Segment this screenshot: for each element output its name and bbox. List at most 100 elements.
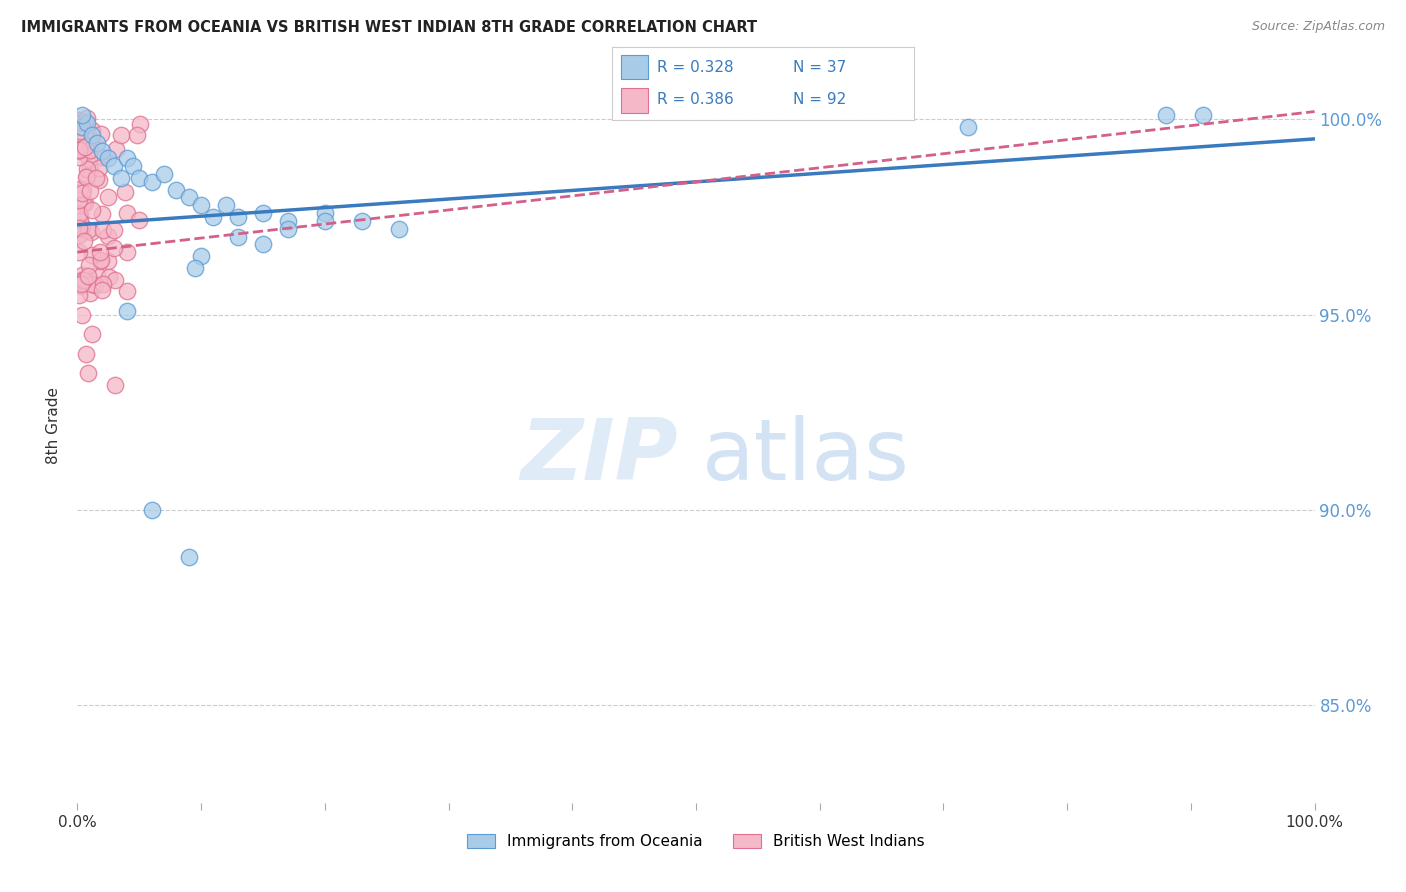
Point [70, 277, 93, 291]
Point [69, 144, 91, 158]
Point [128, 213, 150, 227]
Point [79, 184, 101, 198]
Point [69, 145, 91, 159]
Point [114, 186, 136, 200]
Point [72, 308, 94, 322]
Point [97, 228, 120, 243]
Point [75, 347, 97, 361]
Point [75, 196, 97, 211]
Point [277, 221, 299, 235]
Point [70, 273, 93, 287]
Point [69, 214, 91, 228]
Point [128, 170, 150, 185]
Point [77, 366, 100, 380]
Point [79, 161, 101, 176]
Point [190, 198, 212, 212]
Text: IMMIGRANTS FROM OCEANIA VS BRITISH WEST INDIAN 8TH GRADE CORRELATION CHART: IMMIGRANTS FROM OCEANIA VS BRITISH WEST … [21, 20, 758, 35]
Point [115, 205, 138, 219]
Point [122, 159, 145, 173]
Point [73, 273, 96, 287]
Point [115, 152, 138, 166]
Point [82, 203, 104, 218]
Point [91, 283, 114, 297]
Point [103, 159, 125, 173]
Point [67, 150, 90, 164]
Point [76, 116, 98, 130]
Point [70, 114, 93, 128]
Point [252, 237, 274, 252]
Point [82, 248, 104, 262]
Point [91, 150, 114, 164]
Point [82, 128, 104, 142]
Point [129, 117, 152, 131]
Point [76, 111, 98, 125]
Point [177, 549, 200, 564]
Point [72, 108, 94, 122]
Point [97, 254, 120, 268]
Point [1192, 108, 1215, 122]
Point [79, 143, 101, 157]
Point [80, 327, 103, 342]
Point [125, 128, 148, 142]
Point [190, 249, 212, 263]
Point [115, 303, 138, 318]
Point [67, 142, 90, 156]
Point [84, 170, 107, 185]
Point [86, 268, 108, 282]
Point [115, 245, 138, 260]
Point [165, 183, 187, 197]
Point [72, 234, 94, 248]
Point [314, 214, 336, 228]
Text: R = 0.328: R = 0.328 [657, 60, 734, 75]
Point [388, 221, 411, 235]
Point [314, 206, 336, 220]
Point [70, 136, 93, 150]
Text: ZIP: ZIP [520, 415, 678, 498]
Point [76, 162, 98, 177]
Point [69, 182, 91, 196]
Point [77, 152, 100, 166]
Point [97, 152, 120, 166]
Point [72, 186, 94, 200]
Point [67, 194, 90, 208]
Point [72, 195, 94, 210]
Point [67, 228, 90, 243]
Point [97, 190, 120, 204]
Point [72, 120, 94, 135]
Point [72, 183, 94, 197]
Bar [620, 88, 648, 113]
Point [82, 277, 104, 292]
Point [76, 169, 98, 184]
Point [77, 268, 100, 283]
Point [89, 244, 111, 259]
Point [67, 207, 90, 221]
Point [67, 244, 90, 259]
Point [141, 175, 163, 189]
Point [69, 120, 91, 134]
Point [86, 136, 108, 150]
Point [69, 226, 91, 240]
Point [70, 279, 93, 293]
Bar [620, 54, 648, 79]
Point [105, 142, 128, 156]
Point [70, 219, 93, 234]
Point [89, 161, 111, 175]
Point [141, 503, 163, 517]
Point [226, 210, 249, 224]
Point [69, 222, 91, 236]
Point [103, 222, 125, 236]
Point [350, 214, 373, 228]
Point [73, 114, 96, 128]
Point [67, 221, 90, 235]
Point [90, 252, 112, 267]
Point [103, 378, 125, 392]
Y-axis label: 8th Grade: 8th Grade [46, 387, 62, 465]
Point [153, 167, 176, 181]
Point [79, 285, 101, 300]
Text: Source: ZipAtlas.com: Source: ZipAtlas.com [1251, 20, 1385, 33]
Point [67, 113, 90, 128]
Point [91, 144, 114, 158]
Point [77, 223, 100, 237]
Point [89, 253, 111, 268]
Point [67, 288, 90, 302]
